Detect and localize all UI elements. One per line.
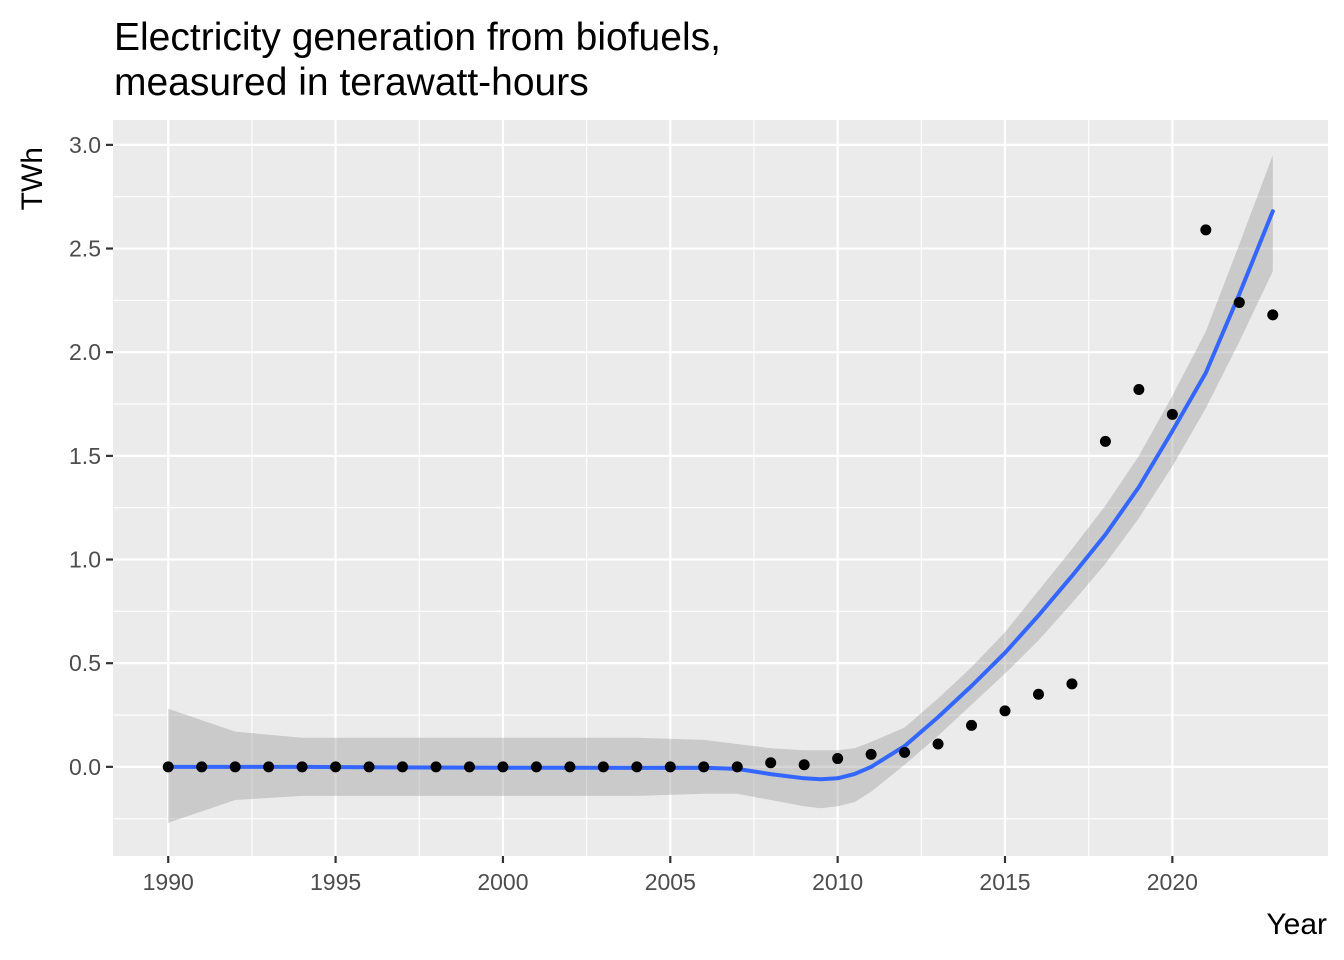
data-point bbox=[631, 761, 643, 773]
data-point bbox=[664, 761, 676, 773]
data-point bbox=[564, 761, 576, 773]
x-axis-title: Year bbox=[1266, 908, 1327, 941]
data-point bbox=[1032, 688, 1044, 700]
data-point bbox=[330, 761, 342, 773]
y-tick-label: 2.5 bbox=[69, 236, 101, 262]
data-point bbox=[196, 761, 208, 773]
confidence-band bbox=[168, 155, 1273, 823]
data-point bbox=[1233, 296, 1245, 308]
data-point bbox=[966, 719, 978, 731]
x-axis-ticks: 1990 1995 2000 2005 2010 2015 2020 bbox=[143, 856, 1198, 895]
data-point bbox=[597, 761, 609, 773]
data-point bbox=[363, 761, 375, 773]
plot-panel bbox=[113, 120, 1328, 856]
data-point bbox=[497, 761, 509, 773]
x-tick-label: 1995 bbox=[310, 869, 361, 895]
data-point bbox=[463, 761, 475, 773]
data-point bbox=[1066, 678, 1078, 690]
x-tick-label: 2015 bbox=[979, 869, 1030, 895]
y-tick-label: 1.5 bbox=[69, 443, 101, 469]
y-axis-ticks: 0.0 0.5 1.0 1.5 2.0 2.5 3.0 bbox=[69, 132, 113, 780]
x-tick-label: 2005 bbox=[645, 869, 696, 895]
data-point bbox=[1166, 408, 1178, 420]
data-point bbox=[798, 759, 810, 771]
data-point bbox=[296, 761, 308, 773]
x-tick-label: 2010 bbox=[812, 869, 863, 895]
x-tick-label: 1990 bbox=[143, 869, 194, 895]
x-tick-label: 2020 bbox=[1147, 869, 1198, 895]
data-point bbox=[229, 761, 241, 773]
y-tick-label: 2.0 bbox=[69, 339, 101, 365]
data-point bbox=[899, 746, 911, 758]
data-point bbox=[698, 761, 710, 773]
data-point bbox=[865, 748, 877, 760]
data-point bbox=[530, 761, 542, 773]
data-point bbox=[999, 705, 1011, 717]
data-points bbox=[162, 224, 1279, 773]
data-point bbox=[731, 761, 743, 773]
data-point bbox=[1099, 435, 1111, 447]
y-tick-label: 0.0 bbox=[69, 754, 101, 780]
data-point bbox=[832, 753, 844, 765]
y-axis-title: TWh bbox=[16, 147, 49, 210]
chart-title-line-2: measured in terawatt-hours bbox=[114, 61, 589, 104]
x-tick-label: 2000 bbox=[477, 869, 528, 895]
data-point bbox=[765, 757, 777, 769]
data-point bbox=[1133, 384, 1145, 396]
data-point bbox=[1267, 309, 1279, 321]
y-tick-label: 3.0 bbox=[69, 132, 101, 158]
y-tick-label: 0.5 bbox=[69, 650, 101, 676]
data-point bbox=[1200, 224, 1212, 236]
y-tick-label: 1.0 bbox=[69, 547, 101, 573]
data-point bbox=[263, 761, 275, 773]
data-point bbox=[932, 738, 944, 750]
data-point bbox=[397, 761, 409, 773]
data-point bbox=[430, 761, 442, 773]
data-point bbox=[162, 761, 174, 773]
chart-title-line-1: Electricity generation from biofuels, bbox=[114, 16, 721, 59]
